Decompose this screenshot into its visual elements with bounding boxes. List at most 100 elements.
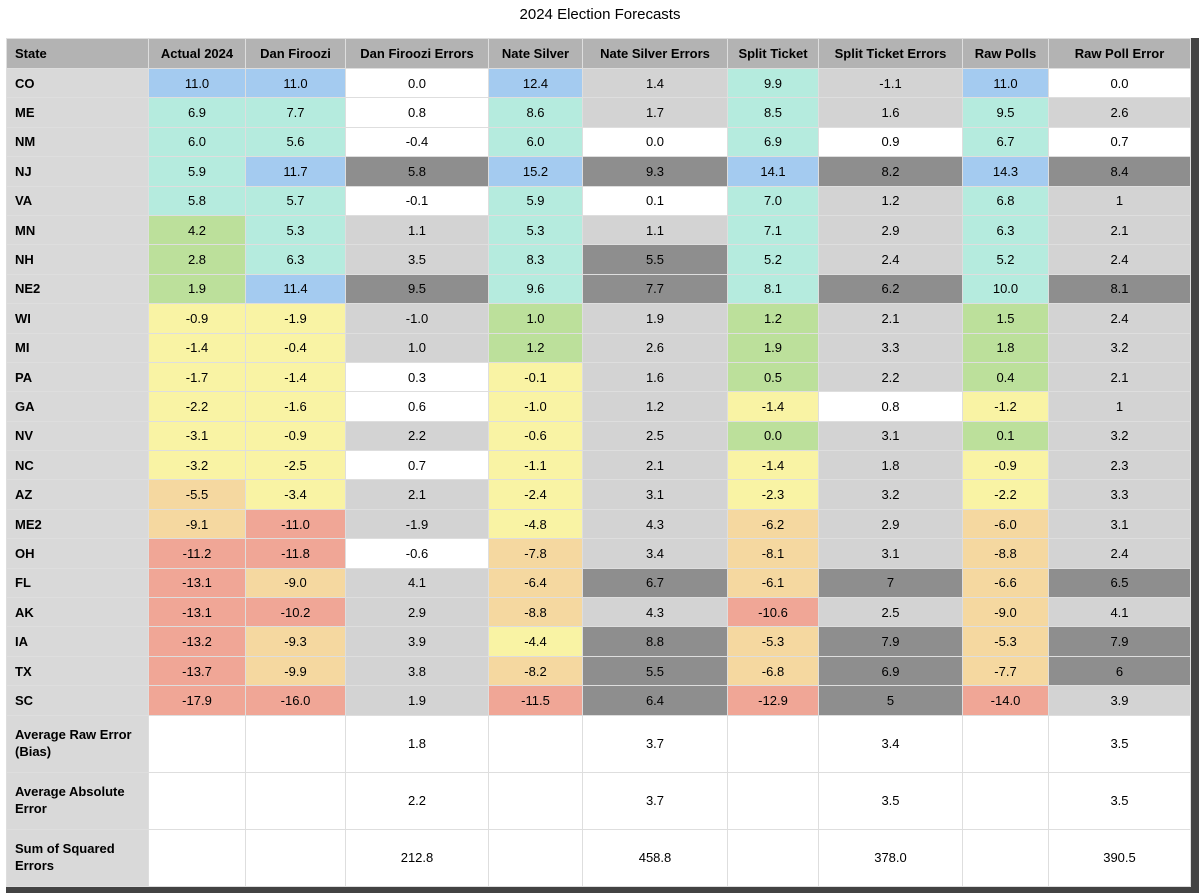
column-header-nate-silver[interactable]: Nate Silver: [488, 38, 583, 69]
row-state-label[interactable]: VA: [6, 185, 149, 216]
table-cell[interactable]: 2.4: [1048, 244, 1191, 275]
table-cell[interactable]: -2.2: [962, 479, 1049, 510]
table-cell[interactable]: 1.1: [582, 214, 728, 246]
table-cell[interactable]: 8.8: [582, 626, 728, 657]
table-cell[interactable]: 1.0: [345, 332, 489, 363]
table-cell[interactable]: 1.9: [582, 303, 728, 334]
table-cell[interactable]: 8.5: [727, 97, 819, 128]
table-cell[interactable]: -1.4: [727, 391, 819, 422]
table-cell[interactable]: 5.8: [345, 156, 489, 187]
table-cell[interactable]: [245, 771, 346, 830]
table-cell[interactable]: -6.6: [962, 567, 1049, 599]
table-cell[interactable]: 3.3: [1048, 479, 1191, 510]
table-cell[interactable]: -11.2: [148, 538, 246, 569]
table-cell[interactable]: 7.7: [582, 273, 728, 305]
table-cell[interactable]: 0.0: [582, 126, 728, 158]
table-cell[interactable]: 1.9: [148, 273, 246, 305]
table-cell[interactable]: 9.3: [582, 156, 728, 187]
table-cell[interactable]: 3.5: [1048, 771, 1191, 830]
table-cell[interactable]: -6.8: [727, 655, 819, 687]
table-cell[interactable]: -1.1: [488, 450, 583, 481]
table-cell[interactable]: 5.9: [488, 185, 583, 216]
table-cell[interactable]: -13.2: [148, 626, 246, 657]
table-cell[interactable]: 8.1: [727, 273, 819, 305]
table-cell[interactable]: -1.0: [345, 303, 489, 334]
table-cell[interactable]: 3.5: [1048, 714, 1191, 773]
table-cell[interactable]: 3.7: [582, 714, 728, 773]
table-cell[interactable]: 1.8: [818, 450, 963, 481]
table-cell[interactable]: 10.0: [962, 273, 1049, 305]
table-cell[interactable]: 2.5: [818, 597, 963, 628]
table-cell[interactable]: -2.3: [727, 479, 819, 510]
table-cell[interactable]: 390.5: [1048, 828, 1191, 887]
table-cell[interactable]: 9.9: [727, 67, 819, 99]
column-header-dan-firoozi-errors[interactable]: Dan Firoozi Errors: [345, 38, 489, 69]
table-cell[interactable]: [245, 714, 346, 773]
table-cell[interactable]: 3.1: [582, 479, 728, 510]
table-cell[interactable]: 0.1: [582, 185, 728, 216]
table-cell[interactable]: -1.4: [245, 361, 346, 393]
table-cell[interactable]: 12.4: [488, 67, 583, 99]
table-cell[interactable]: -13.1: [148, 597, 246, 628]
table-cell[interactable]: -5.3: [962, 626, 1049, 657]
table-cell[interactable]: 0.3: [345, 361, 489, 393]
table-cell[interactable]: [488, 771, 583, 830]
row-state-label[interactable]: NJ: [6, 156, 149, 187]
table-cell[interactable]: 5.8: [148, 185, 246, 216]
table-cell[interactable]: [148, 771, 246, 830]
table-cell[interactable]: 0.9: [818, 126, 963, 158]
table-cell[interactable]: -4.4: [488, 626, 583, 657]
table-cell[interactable]: 2.2: [818, 361, 963, 393]
table-cell[interactable]: 0.8: [345, 97, 489, 128]
table-cell[interactable]: 2.1: [818, 303, 963, 334]
row-state-label[interactable]: MN: [6, 214, 149, 246]
table-cell[interactable]: 2.4: [1048, 303, 1191, 334]
table-cell[interactable]: -12.9: [727, 685, 819, 716]
table-cell[interactable]: 378.0: [818, 828, 963, 887]
table-cell[interactable]: 2.4: [1048, 538, 1191, 569]
table-cell[interactable]: -10.2: [245, 597, 346, 628]
table-cell[interactable]: 1.6: [582, 361, 728, 393]
row-state-label[interactable]: NM: [6, 126, 149, 158]
table-cell[interactable]: -17.9: [148, 685, 246, 716]
table-cell[interactable]: 2.9: [345, 597, 489, 628]
table-cell[interactable]: -1.2: [962, 391, 1049, 422]
table-cell[interactable]: 1.9: [727, 332, 819, 363]
row-state-label[interactable]: GA: [6, 391, 149, 422]
table-cell[interactable]: -0.1: [345, 185, 489, 216]
table-cell[interactable]: -1.1: [818, 67, 963, 99]
table-cell[interactable]: 2.1: [582, 450, 728, 481]
table-cell[interactable]: -6.1: [727, 567, 819, 599]
table-cell[interactable]: 2.8: [148, 244, 246, 275]
column-header-dan-firoozi[interactable]: Dan Firoozi: [245, 38, 346, 69]
table-cell[interactable]: 1.7: [582, 97, 728, 128]
table-cell[interactable]: 7.7: [245, 97, 346, 128]
summary-row-label[interactable]: Average Raw Error (Bias): [6, 714, 149, 773]
table-cell[interactable]: 6.7: [962, 126, 1049, 158]
table-cell[interactable]: 2.4: [818, 244, 963, 275]
table-cell[interactable]: [962, 714, 1049, 773]
table-cell[interactable]: 6.8: [962, 185, 1049, 216]
table-cell[interactable]: 5.2: [962, 244, 1049, 275]
row-state-label[interactable]: ME2: [6, 508, 149, 540]
row-state-label[interactable]: OH: [6, 538, 149, 569]
table-cell[interactable]: -1.4: [148, 332, 246, 363]
table-cell[interactable]: -0.1: [488, 361, 583, 393]
table-cell[interactable]: 3.1: [1048, 508, 1191, 540]
table-cell[interactable]: 6.7: [582, 567, 728, 599]
table-cell[interactable]: 2.9: [818, 508, 963, 540]
table-cell[interactable]: [148, 828, 246, 887]
table-cell[interactable]: -7.8: [488, 538, 583, 569]
table-cell[interactable]: 1.1: [345, 214, 489, 246]
table-cell[interactable]: -7.7: [962, 655, 1049, 687]
table-cell[interactable]: 6.5: [1048, 567, 1191, 599]
column-header-split-ticket[interactable]: Split Ticket: [727, 38, 819, 69]
table-cell[interactable]: -14.0: [962, 685, 1049, 716]
column-header-actual-2024[interactable]: Actual 2024: [148, 38, 246, 69]
table-cell[interactable]: 6.2: [818, 273, 963, 305]
column-header-split-ticket-errors[interactable]: Split Ticket Errors: [818, 38, 963, 69]
table-cell[interactable]: -0.4: [245, 332, 346, 363]
table-cell[interactable]: [488, 828, 583, 887]
table-cell[interactable]: -6.0: [962, 508, 1049, 540]
table-cell[interactable]: 1.0: [488, 303, 583, 334]
